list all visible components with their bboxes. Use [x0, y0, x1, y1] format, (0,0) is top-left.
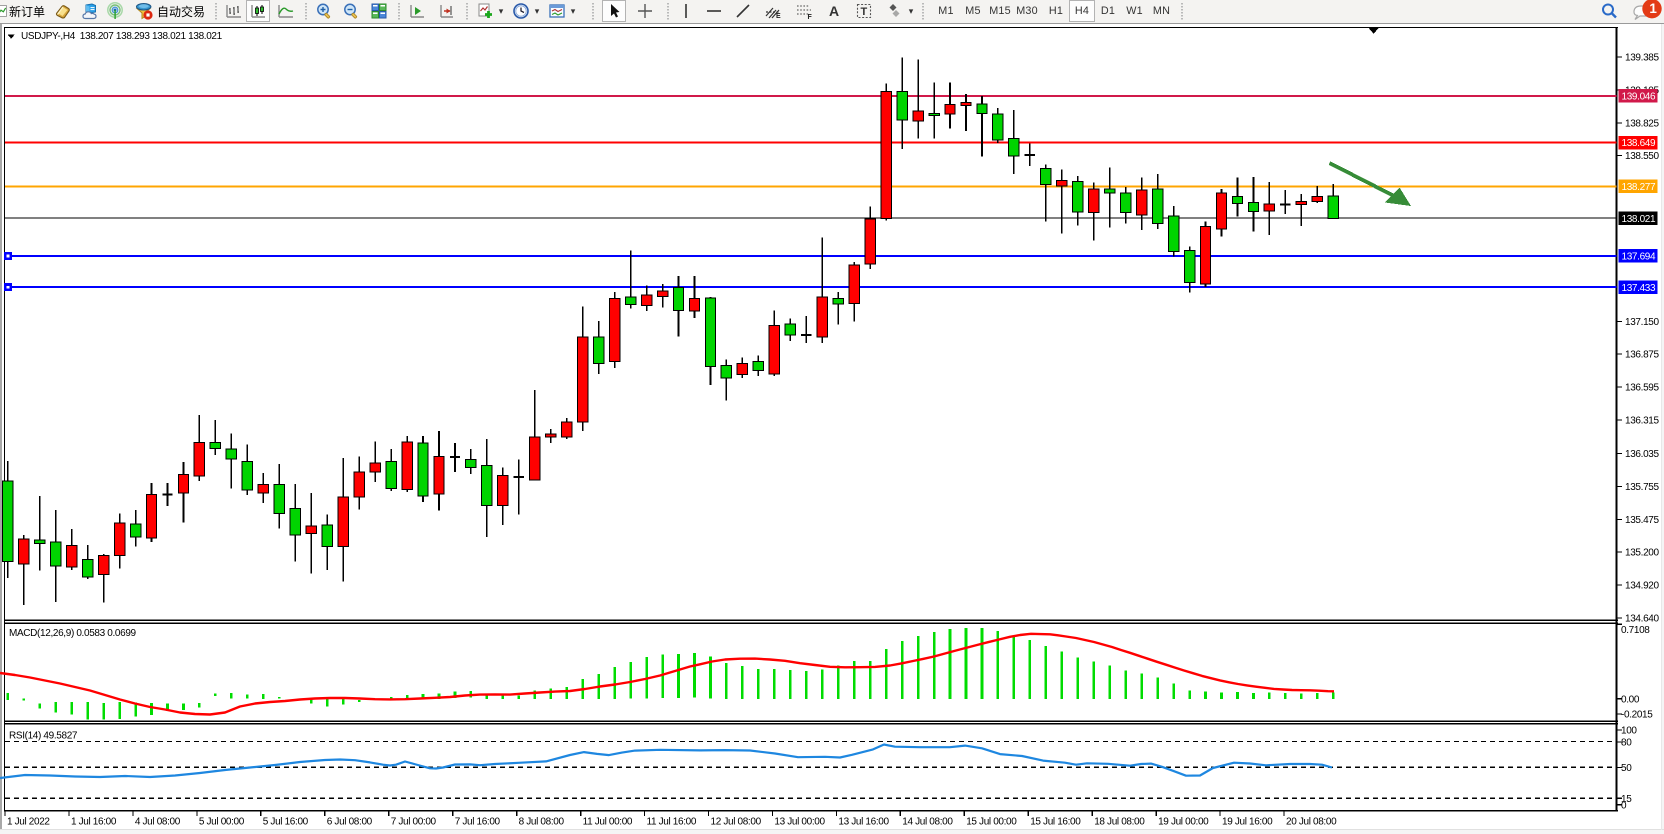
- svg-text:19 Jul 16:00: 19 Jul 16:00: [1222, 817, 1273, 828]
- svg-text:136.595: 136.595: [1625, 383, 1659, 394]
- svg-text:135.475: 135.475: [1625, 515, 1659, 526]
- svg-text:13 Jul 00:00: 13 Jul 00:00: [774, 817, 825, 828]
- svg-text:137.694: 137.694: [1622, 252, 1656, 263]
- svg-text:8 Jul 08:00: 8 Jul 08:00: [519, 817, 565, 828]
- svg-text:138.550: 138.550: [1625, 151, 1659, 162]
- svg-text:137.150: 137.150: [1625, 317, 1659, 328]
- svg-text:15: 15: [1621, 794, 1632, 805]
- svg-text:15 Jul 16:00: 15 Jul 16:00: [1030, 817, 1081, 828]
- svg-text:13 Jul 16:00: 13 Jul 16:00: [838, 817, 889, 828]
- svg-text:137.433: 137.433: [1622, 283, 1656, 294]
- svg-text:T: T: [860, 6, 867, 18]
- svg-text:12 Jul 08:00: 12 Jul 08:00: [711, 817, 762, 828]
- svg-text:0.00: 0.00: [1621, 694, 1640, 705]
- svg-text:4 Jul 08:00: 4 Jul 08:00: [135, 817, 181, 828]
- svg-text:136.035: 136.035: [1625, 449, 1659, 460]
- svg-text:11 Jul 00:00: 11 Jul 00:00: [583, 817, 633, 828]
- svg-text:1: 1: [1649, 1, 1657, 16]
- svg-text:5 Jul 16:00: 5 Jul 16:00: [263, 817, 309, 828]
- svg-text:100: 100: [1621, 726, 1637, 737]
- svg-text:5 Jul 00:00: 5 Jul 00:00: [199, 817, 245, 828]
- svg-text:19 Jul 00:00: 19 Jul 00:00: [1158, 817, 1209, 828]
- svg-text:134.920: 134.920: [1625, 581, 1659, 592]
- svg-text:135.200: 135.200: [1625, 548, 1659, 559]
- svg-text:139.046: 139.046: [1622, 91, 1656, 102]
- svg-text:138.021: 138.021: [1622, 214, 1656, 225]
- svg-text:134.640: 134.640: [1625, 614, 1659, 625]
- svg-text:E: E: [776, 13, 781, 20]
- svg-text:136.315: 136.315: [1625, 416, 1659, 427]
- svg-text:15 Jul 00:00: 15 Jul 00:00: [966, 817, 1017, 828]
- svg-text:0: 0: [1621, 800, 1627, 811]
- svg-text:F: F: [808, 14, 813, 20]
- svg-text:138.649: 138.649: [1622, 138, 1656, 149]
- svg-text:7 Jul 16:00: 7 Jul 16:00: [455, 817, 501, 828]
- svg-text:1 Jul 16:00: 1 Jul 16:00: [71, 817, 117, 828]
- svg-text:7 Jul 00:00: 7 Jul 00:00: [391, 817, 437, 828]
- svg-text:USDJPY-,H4 138.207 138.293 13: USDJPY-,H4 138.207 138.293 138.021 138.0…: [21, 31, 223, 42]
- svg-text:-0.2015: -0.2015: [1621, 710, 1653, 721]
- svg-text:6 Jul 08:00: 6 Jul 08:00: [327, 817, 373, 828]
- svg-text:20 Jul 08:00: 20 Jul 08:00: [1286, 817, 1337, 828]
- svg-text:50: 50: [1621, 763, 1632, 774]
- svg-text:138.277: 138.277: [1622, 182, 1656, 193]
- svg-text:1 Jul 2022: 1 Jul 2022: [7, 817, 50, 828]
- svg-text:RSI(14) 49.5827: RSI(14) 49.5827: [9, 731, 78, 742]
- svg-text:136.875: 136.875: [1625, 350, 1659, 361]
- svg-text:MACD(12,26,9) 0.0583 0.0699: MACD(12,26,9) 0.0583 0.0699: [9, 628, 137, 639]
- svg-text:18 Jul 08:00: 18 Jul 08:00: [1094, 817, 1145, 828]
- svg-text:11 Jul 16:00: 11 Jul 16:00: [647, 817, 697, 828]
- svg-text:0.7108: 0.7108: [1621, 625, 1650, 636]
- svg-text:80: 80: [1621, 738, 1632, 749]
- svg-text:14 Jul 08:00: 14 Jul 08:00: [902, 817, 953, 828]
- svg-text:139.385: 139.385: [1625, 53, 1659, 64]
- svg-text:138.825: 138.825: [1625, 119, 1659, 130]
- svg-text:135.755: 135.755: [1625, 482, 1659, 493]
